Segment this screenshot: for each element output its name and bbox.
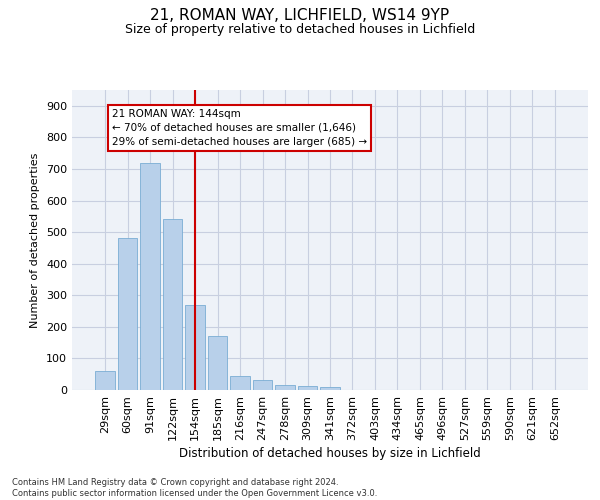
- Bar: [298, 386, 317, 390]
- Text: Distribution of detached houses by size in Lichfield: Distribution of detached houses by size …: [179, 448, 481, 460]
- Bar: [140, 162, 160, 390]
- Bar: [320, 388, 340, 390]
- Y-axis label: Number of detached properties: Number of detached properties: [31, 152, 40, 328]
- Bar: [275, 386, 295, 390]
- Text: Size of property relative to detached houses in Lichfield: Size of property relative to detached ho…: [125, 22, 475, 36]
- Bar: [118, 238, 137, 390]
- Bar: [95, 371, 115, 390]
- Bar: [208, 336, 227, 390]
- Bar: [185, 304, 205, 390]
- Text: Contains HM Land Registry data © Crown copyright and database right 2024.
Contai: Contains HM Land Registry data © Crown c…: [12, 478, 377, 498]
- Bar: [253, 380, 272, 390]
- Text: 21 ROMAN WAY: 144sqm
← 70% of detached houses are smaller (1,646)
29% of semi-de: 21 ROMAN WAY: 144sqm ← 70% of detached h…: [112, 109, 367, 147]
- Bar: [230, 376, 250, 390]
- Text: 21, ROMAN WAY, LICHFIELD, WS14 9YP: 21, ROMAN WAY, LICHFIELD, WS14 9YP: [151, 8, 449, 22]
- Bar: [163, 218, 182, 390]
